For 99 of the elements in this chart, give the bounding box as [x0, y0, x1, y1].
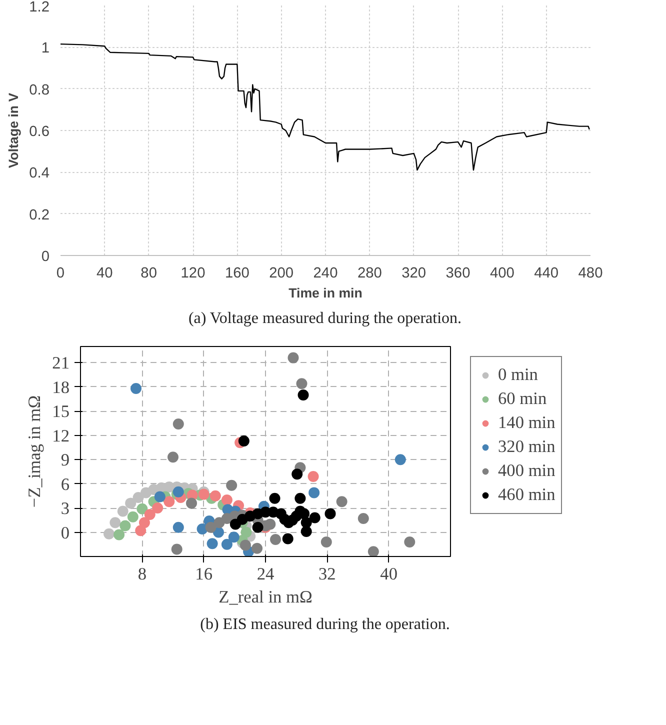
point: [264, 518, 276, 530]
x-tick-label: 120: [180, 266, 206, 282]
y-tick-label: 0.2: [29, 207, 50, 224]
x-tick-label: 8: [138, 564, 147, 584]
point: [110, 517, 121, 528]
y-tick-label: 0.8: [29, 82, 50, 98]
point: [296, 378, 308, 390]
text: (a) Voltage measured during the operation.: [188, 309, 462, 329]
x-axis-title: Time in min: [288, 286, 362, 300]
point: [172, 418, 184, 430]
y-axis-title: −Z_imag in mΩ: [25, 395, 44, 508]
x-tick-label: 240: [313, 266, 338, 282]
point: [309, 512, 320, 524]
point: [300, 526, 312, 537]
point: [308, 487, 320, 498]
x-tick-label: 160: [224, 266, 250, 282]
point: [120, 520, 131, 532]
x-tick-label: 480: [578, 266, 603, 282]
x-tick-label: 320: [402, 266, 426, 282]
point: [238, 436, 250, 446]
point: [226, 480, 238, 491]
x-axis-title: Z_real in mΩ: [218, 588, 312, 606]
point: [288, 352, 299, 364]
point: [172, 486, 184, 498]
point: [206, 538, 218, 550]
point: [228, 532, 240, 543]
point: [270, 534, 282, 546]
legend-label: 140 min: [498, 412, 556, 434]
point: [186, 498, 197, 509]
point: [221, 494, 232, 506]
point: [144, 509, 156, 520]
point: [125, 498, 136, 509]
point: [114, 529, 125, 540]
x-tick-label: 40: [96, 266, 113, 282]
x-tick-label: 16: [195, 564, 213, 584]
y-tick-label: 3: [60, 499, 70, 518]
x-tick-label: 32: [318, 564, 336, 584]
point: [164, 496, 175, 508]
y-tick-label: 18: [52, 378, 70, 397]
y-axis-title: Voltage in V: [6, 92, 22, 168]
point: [138, 517, 150, 528]
line-series: [60, 43, 590, 171]
point: [252, 542, 263, 554]
point: [154, 491, 166, 502]
point: [252, 522, 264, 533]
point: [172, 522, 184, 533]
point: [171, 544, 182, 555]
x-tick-label: 360: [446, 266, 470, 282]
point: [117, 506, 128, 517]
point: [205, 522, 216, 533]
point: [152, 502, 164, 514]
x-tick-label: 80: [140, 266, 157, 282]
y-tick-label: 0.4: [29, 166, 50, 182]
x-tick-label: 280: [357, 266, 382, 282]
legend-label: 460 min: [498, 484, 556, 506]
y-tick-label: 0.6: [29, 124, 50, 140]
point: [300, 517, 312, 528]
text: (b) EIS measured during the operation.: [200, 615, 450, 635]
legend-label: 320 min: [498, 436, 556, 458]
point: [221, 538, 232, 550]
legend-label: 400 min: [498, 460, 556, 482]
y-tick-label: 0: [60, 523, 70, 542]
x-tick-label: 40: [380, 564, 398, 584]
point: [210, 490, 221, 502]
point: [240, 540, 251, 551]
point: [104, 528, 115, 540]
y-tick-label: 1.2: [29, 0, 50, 16]
point: [127, 511, 138, 522]
point: [269, 492, 280, 504]
point: [336, 496, 348, 508]
point: [324, 508, 336, 520]
point: [282, 533, 294, 544]
y-tick-label: 6: [60, 474, 70, 494]
point: [358, 513, 369, 524]
point: [136, 503, 148, 514]
y-tick-label: 0: [41, 249, 50, 265]
y-tick-label: 15: [52, 402, 70, 422]
point: [404, 536, 416, 548]
point: [308, 471, 319, 482]
point: [292, 468, 303, 480]
legend-label: 0 min: [498, 364, 538, 386]
point: [368, 546, 379, 556]
y-tick-label: 21: [52, 354, 70, 373]
point: [198, 488, 210, 500]
y-tick-label: 1: [41, 40, 50, 57]
point: [320, 536, 332, 548]
x-tick-label: 24: [256, 564, 274, 584]
point: [168, 452, 178, 463]
point: [394, 454, 406, 466]
y-tick-label: 12: [52, 426, 70, 446]
x-tick-label: 200: [269, 266, 294, 282]
point: [294, 492, 306, 504]
legend-label: 60 min: [498, 388, 547, 410]
point: [298, 389, 309, 400]
x-tick-label: 440: [534, 266, 559, 282]
y-tick-label: 9: [60, 450, 70, 470]
point: [132, 492, 144, 504]
x-tick-label: 400: [490, 266, 514, 282]
point: [130, 383, 142, 394]
